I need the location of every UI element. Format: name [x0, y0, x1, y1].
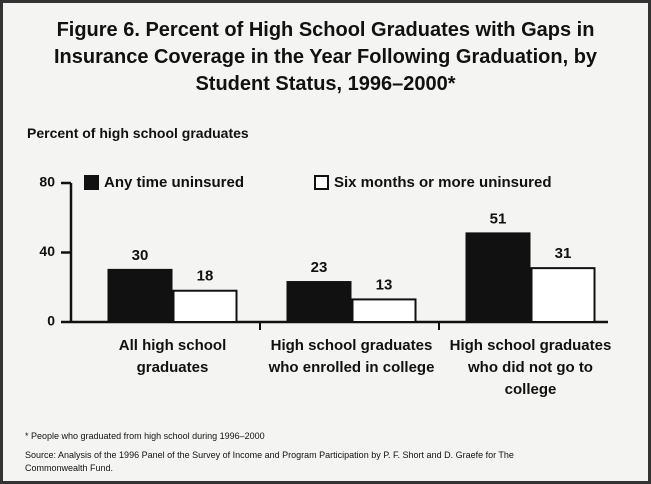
y-tick-label: 0 [47, 313, 55, 329]
bar [351, 298, 417, 324]
data-label: 23 [311, 259, 328, 276]
legend-label: Any time uninsured [104, 174, 244, 191]
data-label: 18 [197, 268, 214, 285]
data-label: 30 [132, 247, 149, 264]
x-tick-label: High school graduates who did not go to … [449, 337, 612, 398]
data-label: 31 [555, 245, 572, 262]
bar [465, 232, 531, 323]
data-label: 51 [490, 210, 507, 227]
y-tick-label: 40 [39, 243, 55, 259]
legend-swatch [84, 175, 99, 190]
legend-label: Six months or more uninsured [334, 174, 552, 191]
x-tick-label: High school graduates who enrolled in co… [268, 337, 435, 376]
legend-swatch [314, 175, 329, 190]
bar [530, 267, 596, 324]
y-tick-label: 80 [39, 174, 55, 190]
bar [172, 289, 238, 324]
source: Source: Analysis of the 1996 Panel of th… [25, 450, 514, 473]
footnote: * People who graduated from high school … [25, 431, 265, 441]
chart-title: Figure 6. Percent of High School Graduat… [53, 19, 598, 95]
bar [107, 268, 173, 323]
x-tick-label: All high school graduates [118, 337, 227, 376]
data-label: 13 [376, 276, 393, 293]
y-axis-label: Percent of high school graduates [27, 125, 249, 141]
bar [286, 281, 352, 324]
plot: 0 40 80 Any time uninsured Six months or mor… [39, 174, 608, 330]
